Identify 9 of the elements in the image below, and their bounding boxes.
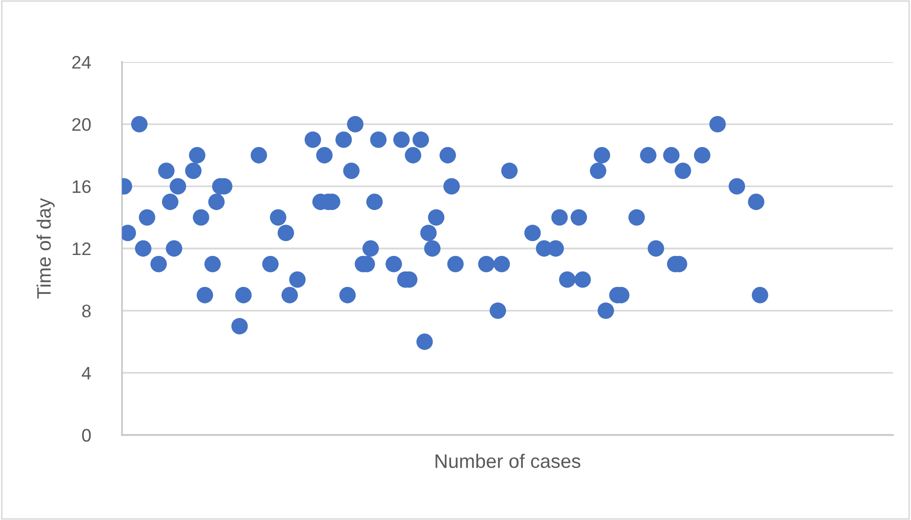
y-tick-label: 0 <box>82 428 91 442</box>
y-tick-label: 16 <box>72 180 91 194</box>
y-tick-label: 24 <box>72 56 91 69</box>
y-tick-label: 20 <box>72 118 91 131</box>
y-tick-label: 8 <box>82 304 91 318</box>
x-axis-title: Number of cases <box>436 454 580 468</box>
y-tick-label: 12 <box>72 242 91 256</box>
y-axis-title: Time of day <box>36 198 55 298</box>
y-tick-label: 4 <box>82 366 91 380</box>
